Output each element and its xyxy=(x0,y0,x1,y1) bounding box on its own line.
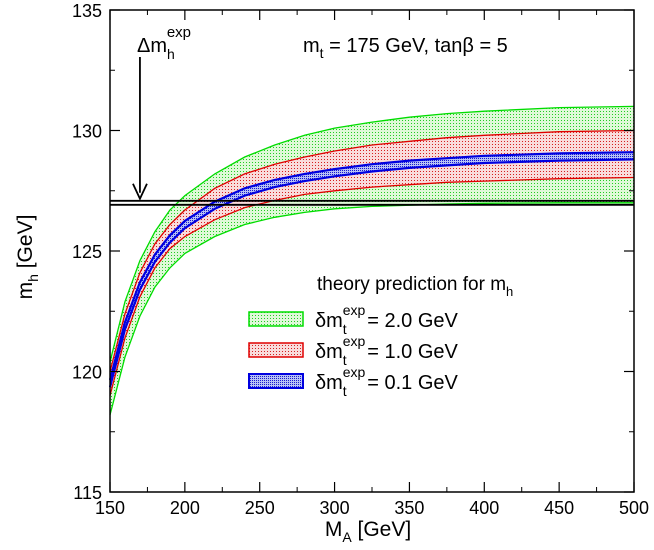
y-axis-label: mh [GeV] xyxy=(14,215,41,300)
band-01gev-upper-line xyxy=(108,151,635,381)
x-tick-label: 300 xyxy=(320,498,350,518)
y-tick-label: 130 xyxy=(72,122,102,142)
legend-entry-2gev: δmtexp = 2.0 GeV xyxy=(315,302,459,337)
y-tick-label: 135 xyxy=(72,1,102,21)
x-tick-label: 150 xyxy=(95,498,125,518)
legend: theory prediction for mh δmtexp = 2.0 GeV… xyxy=(248,274,513,399)
band-2gev-lower-line xyxy=(109,202,634,416)
legend-swatch-01gev xyxy=(248,373,304,389)
x-tick-label: 200 xyxy=(170,498,200,518)
band-01gev-lower-line xyxy=(108,158,635,388)
x-tick-label: 500 xyxy=(619,498,649,518)
arrow-annotation-label: Δmhexp xyxy=(137,24,191,62)
y-tick-label: 125 xyxy=(72,242,102,262)
axes-group: 150 200 250 300 350 400 450 500 115 120 125 130 135 xyxy=(72,1,649,518)
legend-swatch-2gev xyxy=(248,311,304,327)
x-tick-label: 400 xyxy=(469,498,499,518)
legend-entry-1gev: δmtexp = 1.0 GeV xyxy=(315,333,459,368)
y-tick-label: 115 xyxy=(73,483,102,503)
parameter-annotation: mt = 175 GeV, tanβ = 5 xyxy=(303,35,508,61)
x-tick-label: 350 xyxy=(394,498,424,518)
legend-entry-01gev: δmtexp = 0.1 GeV xyxy=(315,364,459,399)
x-tick-label: 450 xyxy=(544,498,574,518)
annotation-arrow xyxy=(132,57,148,201)
y-tick-label: 120 xyxy=(72,363,102,383)
experimental-line-group xyxy=(110,199,634,206)
band-1gev-upper-line xyxy=(109,129,635,372)
arrow-head xyxy=(132,183,148,201)
legend-title: theory prediction for mh xyxy=(317,274,513,299)
bands-group xyxy=(108,105,635,416)
x-tick-label: 250 xyxy=(245,498,275,518)
legend-swatch-1gev xyxy=(248,342,304,358)
x-axis-label: MA [GeV] xyxy=(325,518,411,545)
band-2gev-upper-line xyxy=(109,105,635,363)
